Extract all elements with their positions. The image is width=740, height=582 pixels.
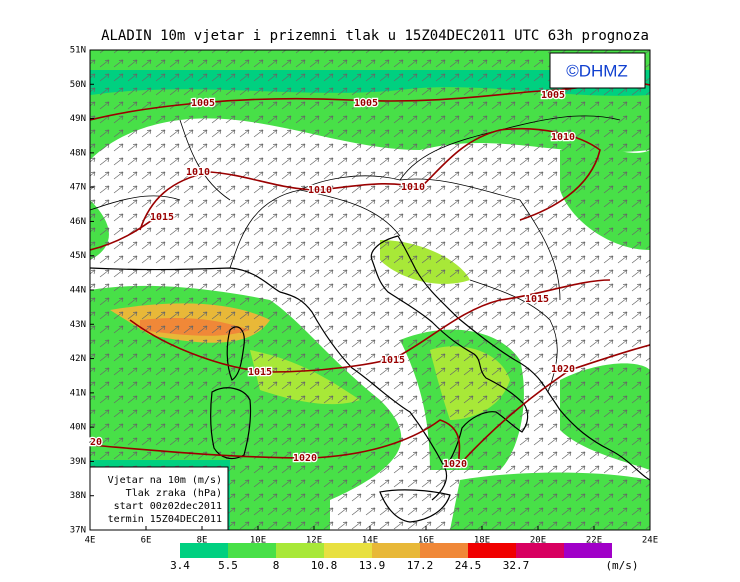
- colorbar-segment: [324, 543, 372, 558]
- colorbar-segment: [516, 543, 564, 558]
- colorbar-label: 5.5: [218, 559, 238, 572]
- lat-label: 45N: [70, 251, 86, 261]
- isobar-label: 1010: [186, 167, 210, 178]
- lat-label: 49N: [70, 114, 86, 124]
- colorbar-label: 8: [273, 559, 280, 572]
- isobar-label: 1015: [150, 212, 174, 223]
- isobar-label: 1010: [308, 185, 332, 196]
- colorbar-segment: [468, 543, 516, 558]
- lat-label: 47N: [70, 183, 86, 193]
- isobar-label: 1020: [293, 453, 317, 464]
- colorbar-segment: [372, 543, 420, 558]
- lon-label: 10E: [250, 536, 266, 546]
- lat-label: 42N: [70, 354, 86, 364]
- lat-label: 43N: [70, 320, 86, 330]
- legend-line: termin 15Z04DEC2011: [108, 514, 222, 525]
- isobar-label: 1015: [525, 294, 549, 305]
- colorbar-label: 24.5: [455, 559, 482, 572]
- lat-label: 40N: [70, 423, 86, 433]
- isobar-label: 20: [90, 437, 102, 448]
- legend-line: Tlak zraka (hPa): [126, 488, 222, 499]
- lat-label: 51N: [70, 46, 86, 56]
- colorbar-segment: [180, 543, 228, 558]
- legend-line: start 00z02dec2011: [114, 501, 222, 512]
- lon-label: 14E: [362, 536, 378, 546]
- lat-label: 50N: [70, 80, 86, 90]
- lon-label: 22E: [586, 536, 602, 546]
- colorbar-segment: [420, 543, 468, 558]
- colorbar-segment: [228, 543, 276, 558]
- colorbar-unit: (m/s): [605, 559, 638, 572]
- lon-label: 18E: [474, 536, 490, 546]
- lon-label: 4E: [85, 536, 96, 546]
- lon-label: 6E: [141, 536, 152, 546]
- colorbar-label: 32.7: [503, 559, 530, 572]
- isobar-label: 1010: [401, 182, 425, 193]
- colorbar-label: 3.4: [170, 559, 190, 572]
- legend-line: Vjetar na 10m (m/s): [108, 475, 222, 486]
- lat-label: 48N: [70, 148, 86, 158]
- colorbar-label: 17.2: [407, 559, 434, 572]
- lat-label: 41N: [70, 388, 86, 398]
- isobar-label: 1005: [191, 98, 215, 109]
- colorbar-label: 13.9: [359, 559, 386, 572]
- map: [90, 50, 650, 530]
- legend-box: [89, 466, 229, 531]
- isobar-label: 1015: [248, 367, 272, 378]
- colorbar-segment: [276, 543, 324, 558]
- lon-label: 24E: [642, 536, 658, 546]
- colorbar-label: 10.8: [311, 559, 338, 572]
- lon-label: 12E: [306, 536, 322, 546]
- lat-label: 39N: [70, 457, 86, 467]
- isobar-label: 1015: [381, 355, 405, 366]
- copyright-box: [549, 52, 646, 89]
- isobar-label: 1010: [551, 132, 575, 143]
- lat-label: 37N: [70, 526, 86, 536]
- lon-label: 8E: [197, 536, 208, 546]
- isobar-label: 1020: [443, 459, 467, 470]
- copyright: ©DHMZ: [566, 61, 628, 80]
- lon-label: 20E: [530, 536, 546, 546]
- lat-label: 38N: [70, 491, 86, 501]
- isobar-label: 1005: [541, 90, 565, 101]
- lon-label: 16E: [418, 536, 434, 546]
- lat-label: 44N: [70, 286, 86, 296]
- isobar-label: 1020: [551, 364, 575, 375]
- lat-label: 46N: [70, 217, 86, 227]
- title: ALADIN 10m vjetar i prizemni tlak u 15Z0…: [101, 28, 649, 44]
- isobar-label: 1005: [354, 98, 378, 109]
- colorbar-segment: [564, 543, 612, 558]
